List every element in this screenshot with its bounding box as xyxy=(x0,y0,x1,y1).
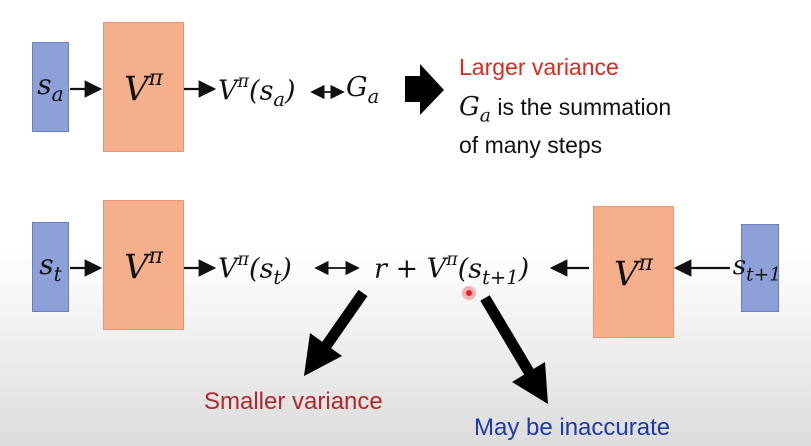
value-network-label-left: Vπ xyxy=(123,242,164,288)
expr-v-st: Vπ(st) xyxy=(218,250,292,290)
note-ga-line2: of many steps xyxy=(459,132,603,158)
diagonal-arrow-left xyxy=(304,289,368,376)
may-be-inaccurate-text: May be inaccurate xyxy=(474,414,671,441)
value-network-label-right: Vπ xyxy=(613,249,654,295)
note-ga-symbol: Ga xyxy=(459,92,491,127)
pointer-dot-core xyxy=(466,290,472,296)
state-sa-box: sa xyxy=(32,42,69,132)
value-network-box-left: Vπ xyxy=(103,200,184,330)
target-ga: Ga xyxy=(346,72,380,108)
state-sa-label: sa xyxy=(37,67,64,107)
thick-arrow-to-note xyxy=(405,64,444,115)
state-st-label: st xyxy=(39,247,62,287)
larger-variance-text: Larger variance xyxy=(459,54,619,80)
state-st1-label: st+1 xyxy=(732,250,782,286)
note-ga-line1: Ga is the summation xyxy=(459,92,672,127)
value-network-box-top: Vπ xyxy=(103,22,184,152)
smaller-variance-text: Smaller variance xyxy=(204,388,383,415)
state-st1-box: st+1 xyxy=(733,224,781,312)
expr-v-sa: Vπ(sa) xyxy=(218,72,296,112)
value-network-label-top: Vπ xyxy=(123,64,164,110)
state-st-box: st xyxy=(32,222,69,312)
expr-r-plus-v-st1: r + Vπ(st+1) xyxy=(374,250,530,290)
value-network-box-right: Vπ xyxy=(593,206,674,338)
diagonal-arrow-right xyxy=(480,295,548,404)
